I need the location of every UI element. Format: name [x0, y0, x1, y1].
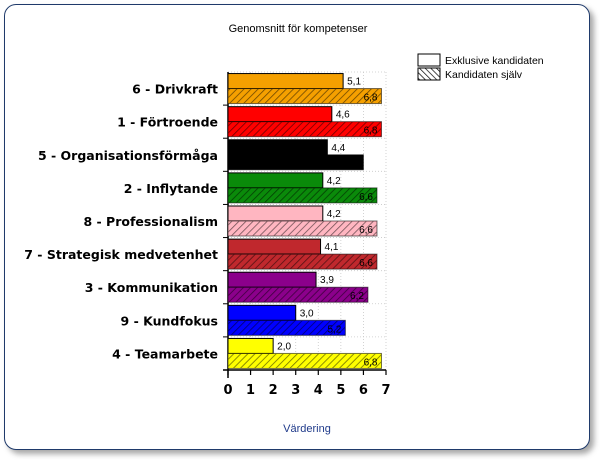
bar-exklusive	[227, 271, 317, 288]
x-tick-label: 3	[291, 383, 300, 398]
value-label-kandidaten: 6,8	[364, 93, 378, 104]
category-label: 2 - Inflytande	[124, 181, 218, 196]
category-label: 6 - Drivkraft	[132, 82, 218, 97]
category-label: 1 - Förtroende	[117, 115, 218, 130]
bar-exklusive	[227, 106, 333, 123]
legend-label-0: Exklusive kandidaten	[445, 55, 544, 67]
category-label: 8 - Professionalism	[83, 214, 218, 229]
bar-exklusive	[227, 304, 297, 321]
chart-title: Genomsnitt för kompetenser	[229, 23, 368, 35]
bar-kandidaten	[227, 220, 378, 237]
bar-kandidaten	[227, 352, 382, 369]
value-label-exklusive: 3,9	[320, 275, 334, 286]
bar-kandidaten	[227, 88, 382, 105]
value-label-exklusive: 4,2	[327, 176, 341, 187]
value-label-kandidaten: 5,2	[327, 324, 341, 335]
value-label-exklusive: 4,1	[325, 242, 339, 253]
value-label-kandidaten: 6,8	[364, 357, 378, 368]
category-label: 3 - Kommunikation	[85, 280, 218, 295]
legend: Exklusive kandidaten Kandidaten själv	[417, 53, 544, 81]
value-label-exklusive: 4,6	[336, 110, 350, 121]
value-label-exklusive: 2,0	[277, 341, 291, 352]
x-tick-label: 4	[314, 383, 323, 398]
category-label: 9 - Kundfokus	[121, 313, 218, 328]
bar-kandidaten	[227, 253, 378, 270]
bar-kandidaten	[227, 286, 369, 303]
x-tick-label: 0	[223, 383, 232, 398]
value-label-exklusive: 4,2	[327, 209, 341, 220]
legend-label-1: Kandidaten själv	[445, 69, 523, 81]
value-label-kandidaten: 6,6	[359, 192, 373, 203]
bar-kandidaten	[227, 319, 346, 336]
value-label-kandidaten: 6,6	[359, 225, 373, 236]
legend-swatch-hatched	[417, 67, 441, 81]
value-label-kandidaten: 6,6	[359, 258, 373, 269]
category-label: 7 - Strategisk medvetenhet	[24, 247, 218, 262]
value-label-exklusive: 3,0	[300, 308, 314, 319]
value-label-kandidaten: 6,0	[346, 159, 360, 170]
x-tick-label: 5	[336, 383, 345, 398]
value-label-exklusive: 5,1	[347, 77, 361, 88]
bar-exklusive	[227, 238, 322, 255]
category-label: 4 - Teamarbete	[112, 346, 218, 361]
value-label-kandidaten: 6,2	[350, 291, 364, 302]
value-label-exklusive: 4,4	[331, 143, 345, 154]
bar-exklusive	[227, 337, 274, 354]
y-axis: 6 - Drivkraft 1 - Förtroende 5 - Organisat…	[24, 82, 228, 371]
x-tick-label: 1	[246, 383, 255, 398]
bars: 5,16,84,66,84,46,04,26,64,26,64,16,63,96…	[227, 73, 382, 369]
bar-kandidaten	[227, 121, 382, 138]
value-label-kandidaten: 6,8	[364, 126, 378, 137]
bar-exklusive	[227, 172, 324, 189]
bar-exklusive	[227, 139, 328, 156]
x-axis-label: Värdering	[283, 423, 331, 435]
category-label: 5 - Organisationsförmåga	[38, 148, 218, 163]
x-tick-label: 7	[381, 383, 390, 398]
bar-kandidaten	[227, 187, 378, 204]
legend-swatch-solid	[417, 53, 441, 67]
x-tick-label: 6	[359, 383, 368, 398]
x-tick-label: 2	[269, 383, 278, 398]
bar-exklusive	[227, 205, 324, 222]
bar-kandidaten	[227, 154, 364, 171]
bar-exklusive	[227, 73, 344, 90]
